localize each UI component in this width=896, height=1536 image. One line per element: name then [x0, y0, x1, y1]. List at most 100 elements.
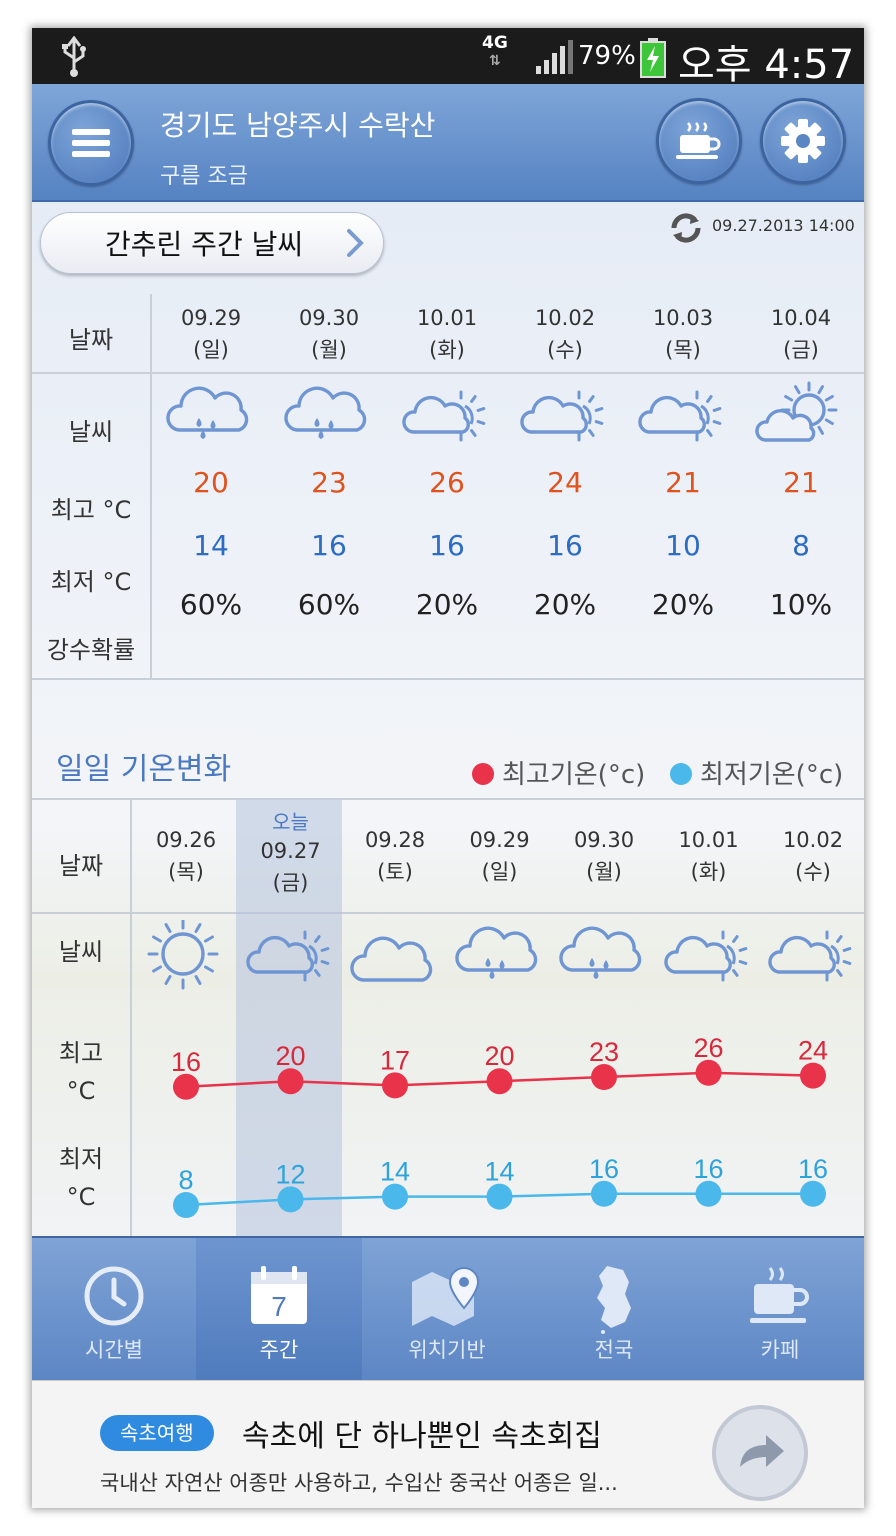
cloudy-sun-icon [520, 390, 604, 442]
today-tag: 오늘 [272, 810, 309, 834]
trend-day-column: 09.28 (토) [343, 824, 447, 888]
low-temp-point [800, 1180, 826, 1207]
battery-percent: 79% [578, 41, 636, 71]
calendar-day: 7 [271, 1291, 287, 1322]
trend-label-low: 최저 °C [32, 1140, 130, 1216]
weekly-high: 23 [311, 466, 347, 499]
weekly-summary-button[interactable]: 간추린 주간 날씨 [40, 212, 384, 274]
trend-date: 09.28 [364, 828, 426, 852]
trend-label-high-text: 최고 [58, 1039, 104, 1067]
legend-low-dot [670, 763, 692, 785]
phone-screen: 4G ⇅ 79% 오후 4:57 경기도 남양주시 수락산 구름 조금 [32, 28, 864, 1508]
trend-dow: (일) [481, 860, 518, 884]
trend-title: 일일 기온변화 [56, 752, 232, 787]
high-temp-label: 16 [171, 1047, 201, 1077]
low-temp-point [486, 1183, 513, 1210]
weekly-day-column: 10.04 (금) 21 8 10% [742, 302, 860, 621]
trend-label-low-text: 최저 [58, 1145, 104, 1173]
trend-day-column: 10.01 (화) [657, 824, 761, 888]
settings-button[interactable] [760, 98, 846, 184]
low-temp-point [591, 1180, 617, 1207]
high-temp-point [695, 1059, 722, 1086]
nav-weekly[interactable]: 7 주간 [196, 1238, 362, 1382]
usb-icon [62, 36, 86, 77]
weekly-day-column: 10.03 (목) 21 10 20% [624, 302, 742, 621]
calendar-icon: 7 [251, 1266, 307, 1324]
coffee-icon [750, 1267, 809, 1323]
legend-low-label: 최저기온(°c) [700, 760, 844, 790]
weekly-summary-label: 간추린 주간 날씨 [105, 228, 304, 261]
trend-day-column: 09.29 (일) [448, 824, 552, 888]
legend-low: 최저기온(°c) [670, 754, 843, 791]
low-temp-label: 16 [693, 1154, 723, 1184]
network-indicator: 4G ⇅ [482, 34, 508, 70]
cloudy-sun-icon [638, 390, 722, 442]
weekly-dow: (금) [783, 338, 819, 362]
high-temp-point [591, 1064, 617, 1090]
grid-divider [32, 372, 864, 374]
low-temp-label: 14 [380, 1157, 410, 1187]
legend-high-label: 최고기온(°c) [502, 760, 646, 790]
nav-location[interactable]: 위치기반 [362, 1238, 532, 1382]
forward-arrow-icon [740, 1435, 784, 1467]
high-temp-label: 17 [380, 1045, 410, 1075]
sun-icon [147, 920, 219, 990]
low-temp-label: 16 [589, 1154, 619, 1184]
battery-charging-icon [640, 38, 666, 78]
nav-hourly[interactable]: 시간별 [32, 1238, 196, 1382]
hamburger-icon [72, 129, 110, 157]
trend-day-column: 오늘 09.27 (금) [239, 806, 343, 899]
trend-date: 09.30 [573, 828, 635, 852]
last-updated: 09.27.2013 14:00 [712, 216, 855, 235]
gear-icon [781, 119, 825, 163]
trend-day-column: 09.30 (월) [552, 824, 656, 888]
trend-dow: (토) [377, 860, 413, 884]
weekly-rain-prob: 20% [651, 588, 715, 621]
row-label-rain: 강수확률 [46, 636, 136, 664]
cafe-button[interactable] [656, 98, 742, 184]
refresh-icon[interactable] [668, 210, 704, 246]
nav-cafe-label: 카페 [760, 1338, 800, 1362]
grid-divider [150, 294, 152, 678]
weekly-day-column: 09.30 (월) 23 16 60% [270, 302, 388, 621]
signal-icon [536, 40, 573, 74]
nav-location-label: 위치기반 [408, 1338, 486, 1362]
partly-cloudy-icon [755, 381, 838, 442]
ad-banner[interactable]: 속초여행 속초에 단 하나뿐인 속초회집 국내산 자연산 어종만 사용하고, 수… [32, 1380, 864, 1508]
trend-date: 09.27 [260, 839, 321, 863]
weekly-high: 20 [193, 466, 229, 499]
weekly-date: 10.04 [770, 306, 832, 330]
location-title: 경기도 남양주시 수락산 [160, 109, 436, 142]
app-header: 경기도 남양주시 수락산 구름 조금 [32, 84, 864, 202]
coffee-cup-icon [676, 122, 721, 159]
row-label-low: 최저 °C [50, 568, 132, 596]
nav-national[interactable]: 전국 [532, 1238, 696, 1382]
cloudy-sun-icon [663, 930, 747, 982]
weekly-high: 24 [547, 466, 583, 499]
row-label-weather: 날씨 [68, 418, 114, 446]
nav-cafe[interactable]: 카페 [696, 1238, 864, 1382]
low-temp-label: 16 [798, 1154, 828, 1184]
weekly-high: 21 [665, 466, 701, 499]
high-temp-point [173, 1073, 199, 1100]
trend-day-column: 09.26 (목) [134, 824, 238, 888]
nav-weekly-label: 주간 [259, 1338, 299, 1362]
weekly-low: 16 [429, 529, 465, 562]
high-temp-point [486, 1068, 513, 1095]
trend-dow: (수) [795, 860, 831, 884]
menu-button[interactable] [48, 100, 134, 186]
weekly-dow: (수) [547, 338, 583, 362]
ad-go-button[interactable] [712, 1405, 808, 1501]
low-temp-point [173, 1192, 199, 1218]
nav-hourly-label: 시간별 [85, 1338, 143, 1362]
ad-tag: 속초여행 [100, 1415, 214, 1451]
nav-national-label: 전국 [594, 1338, 634, 1362]
weekly-dow: (일) [193, 338, 229, 362]
weekly-rain-prob: 10% [769, 588, 833, 621]
grid-divider [32, 798, 864, 800]
chevron-right-icon [347, 229, 364, 257]
weekly-date: 09.30 [298, 306, 360, 330]
cloud-icon [350, 936, 433, 982]
rain-cloud-icon [166, 386, 249, 439]
weekly-high: 26 [429, 466, 465, 499]
